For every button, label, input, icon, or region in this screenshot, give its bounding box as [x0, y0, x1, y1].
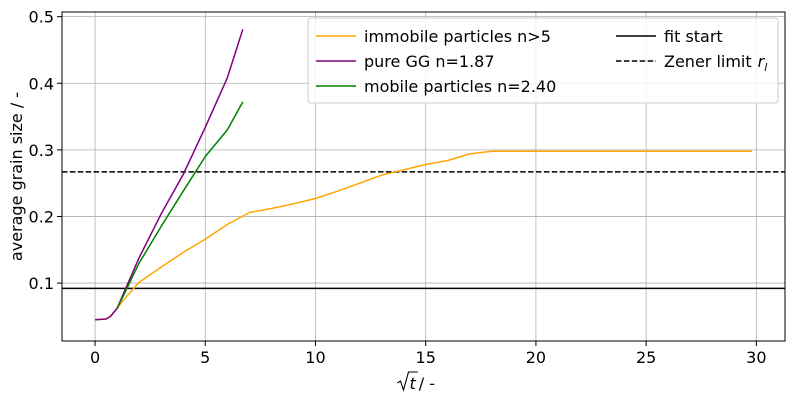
sqrt-symbol [397, 371, 418, 392]
legend-label-symbol: r [758, 52, 766, 71]
series-line [95, 29, 244, 321]
series-lines [95, 29, 752, 321]
x-axis-label-suffix: / - [419, 374, 435, 393]
legend: immobile particles n>5 pure GG n=1.87 mobi… [307, 17, 779, 104]
y-tick-label: 0.2 [29, 207, 54, 226]
y-axis-label: average grain size / - [7, 92, 26, 261]
x-tick-label: 0 [90, 348, 100, 367]
axes-frame [61, 11, 786, 342]
legend-label: Zener limit [664, 52, 752, 71]
y-tick-label: 0.1 [29, 274, 54, 293]
x-tick-label: 20 [526, 348, 546, 367]
x-axis-label-main: t [410, 374, 417, 393]
reference-lines [62, 171, 785, 290]
series-line [116, 101, 244, 309]
y-tick-label: 0.4 [29, 74, 54, 93]
legend-label: pure GG n=1.87 [364, 52, 495, 71]
x-tick-label: 25 [636, 348, 656, 367]
axis-ticks: 0 5 10 15 20 25 30 0.1 0.2 0.3 0.4 0.5 [29, 8, 767, 367]
y-tick-label: 0.5 [29, 8, 54, 27]
x-tick-label: 30 [746, 348, 766, 367]
series-line [95, 150, 752, 321]
x-tick-label: 15 [416, 348, 436, 367]
legend-label: immobile particles n>5 [364, 27, 551, 46]
x-tick-label: 5 [200, 348, 210, 367]
y-tick-label: 0.3 [29, 141, 54, 160]
x-tick-label: 10 [305, 348, 325, 367]
x-axis-label: t / - [397, 371, 435, 393]
legend-box [307, 17, 779, 104]
legend-label: fit start [664, 27, 723, 46]
legend-label-subscript: l [764, 61, 767, 74]
legend-label: mobile particles n=2.40 [364, 77, 556, 96]
